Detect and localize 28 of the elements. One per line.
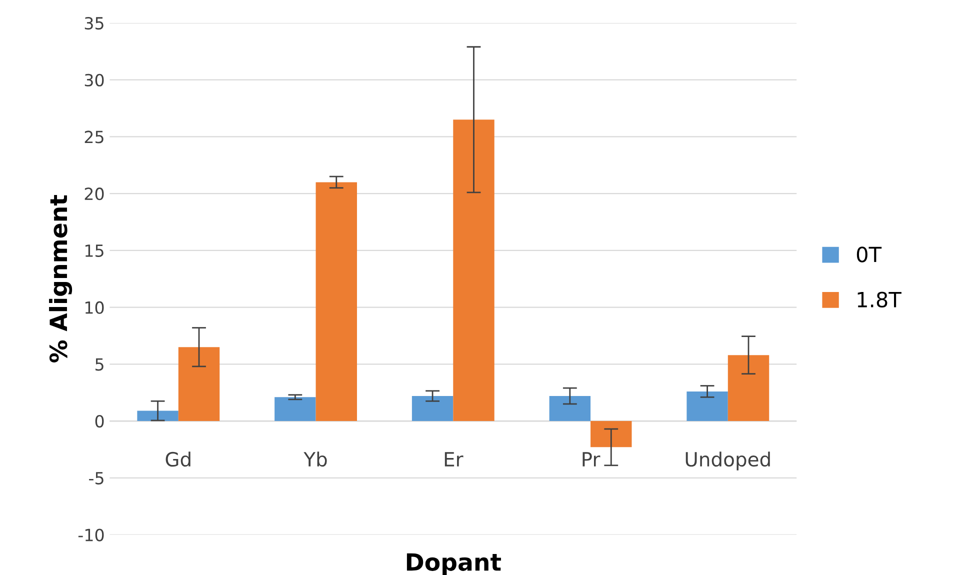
bar: [412, 396, 454, 422]
y-tick-label: 0: [95, 414, 104, 428]
y-axis-title: % Alignment: [49, 195, 72, 362]
y-tick-label: 25: [84, 130, 104, 144]
bar: [137, 410, 178, 422]
x-tick-label: Yb: [304, 452, 327, 467]
y-tick-label: 15: [85, 244, 104, 258]
legend-label: 1.8T: [858, 292, 902, 308]
y-tick-label: -5: [89, 472, 104, 484]
y-tick-label: 20: [84, 188, 104, 200]
y-tick-label: 5: [96, 358, 104, 371]
bar: [728, 355, 770, 422]
bar: [686, 391, 728, 422]
x-tick-label: Pr: [582, 452, 600, 466]
bar: [590, 421, 632, 448]
x-tick-label: Gd: [166, 452, 190, 467]
bar: [316, 182, 357, 422]
y-tick-label: 35: [84, 16, 104, 30]
x-tick-label: Er: [444, 452, 464, 466]
bar: [453, 120, 494, 422]
x-tick-label: Undoped: [686, 452, 770, 470]
bar: [274, 397, 316, 422]
legend-label: 0T: [856, 246, 882, 262]
bar: [549, 396, 591, 422]
y-tick-label: -10: [78, 528, 104, 542]
bar: [178, 347, 220, 422]
y-tick-label: 30: [84, 74, 104, 86]
y-tick-label: 10: [85, 301, 104, 314]
